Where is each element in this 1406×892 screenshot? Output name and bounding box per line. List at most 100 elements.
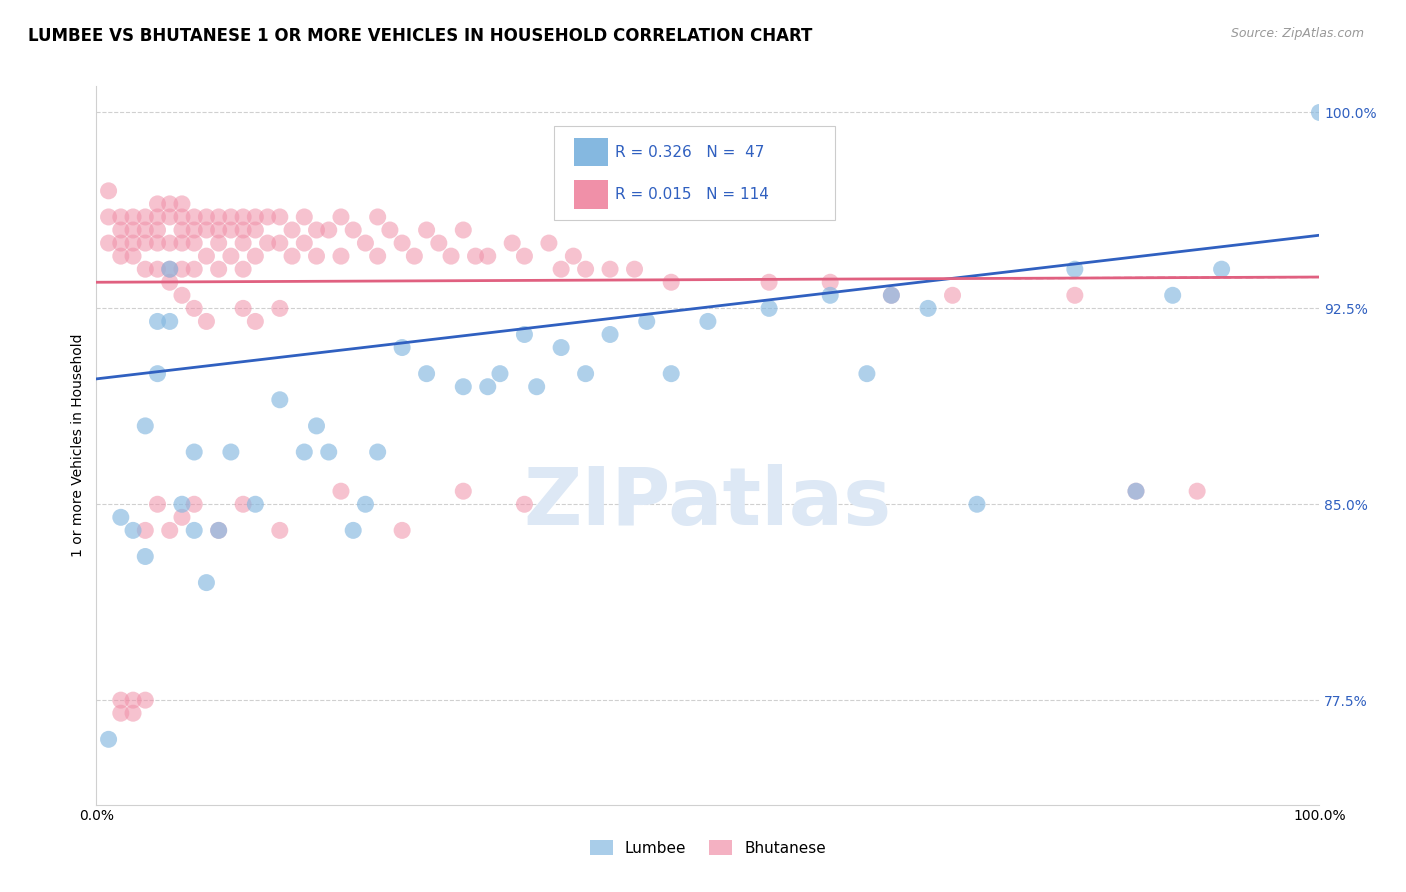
- Point: [110, 210, 132, 224]
- Point: [159, 262, 181, 277]
- Point: [134, 236, 156, 251]
- Point: [758, 275, 780, 289]
- Point: [110, 223, 132, 237]
- Point: [159, 275, 181, 289]
- Point: [245, 249, 267, 263]
- Point: [183, 262, 205, 277]
- Point: [146, 197, 169, 211]
- Point: [550, 262, 572, 277]
- Point: [122, 223, 145, 237]
- Point: [292, 236, 315, 251]
- Point: [159, 210, 181, 224]
- Point: [367, 249, 389, 263]
- Point: [97, 184, 120, 198]
- Legend: Lumbee, Bhutanese: Lumbee, Bhutanese: [583, 833, 832, 862]
- Point: [232, 497, 254, 511]
- Point: [256, 236, 278, 251]
- Point: [232, 210, 254, 224]
- Text: Source: ZipAtlas.com: Source: ZipAtlas.com: [1230, 27, 1364, 40]
- Point: [818, 288, 841, 302]
- Point: [696, 314, 718, 328]
- Point: [269, 236, 291, 251]
- Point: [330, 249, 353, 263]
- Point: [415, 367, 437, 381]
- Point: [391, 341, 413, 355]
- Point: [170, 510, 193, 524]
- Point: [880, 288, 903, 302]
- Point: [146, 497, 169, 511]
- Point: [245, 314, 267, 328]
- Point: [856, 367, 879, 381]
- Point: [183, 301, 205, 316]
- Point: [122, 249, 145, 263]
- Point: [195, 210, 218, 224]
- Point: [404, 249, 426, 263]
- Point: [367, 445, 389, 459]
- Point: [170, 288, 193, 302]
- Point: [1211, 262, 1233, 277]
- Point: [245, 223, 267, 237]
- Point: [269, 301, 291, 316]
- Point: [208, 210, 231, 224]
- Point: [110, 249, 132, 263]
- Point: [195, 575, 218, 590]
- Point: [415, 223, 437, 237]
- Point: [537, 236, 560, 251]
- Point: [208, 262, 231, 277]
- Point: [574, 367, 596, 381]
- Point: [659, 367, 682, 381]
- Point: [208, 223, 231, 237]
- Text: LUMBEE VS BHUTANESE 1 OR MORE VEHICLES IN HOUSEHOLD CORRELATION CHART: LUMBEE VS BHUTANESE 1 OR MORE VEHICLES I…: [28, 27, 813, 45]
- Point: [391, 524, 413, 538]
- Point: [599, 327, 621, 342]
- Point: [146, 210, 169, 224]
- Point: [342, 524, 364, 538]
- Point: [146, 314, 169, 328]
- Point: [245, 497, 267, 511]
- Point: [183, 524, 205, 538]
- Point: [305, 249, 328, 263]
- Text: ZIPatlas: ZIPatlas: [524, 464, 891, 542]
- Point: [917, 301, 939, 316]
- Point: [170, 236, 193, 251]
- Point: [818, 275, 841, 289]
- Point: [574, 262, 596, 277]
- Point: [941, 288, 963, 302]
- Point: [526, 380, 548, 394]
- Point: [219, 210, 242, 224]
- Point: [281, 249, 304, 263]
- Point: [232, 236, 254, 251]
- Point: [159, 524, 181, 538]
- Point: [477, 380, 499, 394]
- Point: [966, 497, 988, 511]
- Point: [245, 210, 267, 224]
- Point: [159, 236, 181, 251]
- Point: [122, 706, 145, 721]
- Point: [464, 249, 486, 263]
- Point: [97, 210, 120, 224]
- Point: [97, 732, 120, 747]
- Point: [122, 210, 145, 224]
- Point: [110, 236, 132, 251]
- Point: [159, 314, 181, 328]
- Point: [183, 236, 205, 251]
- Point: [122, 236, 145, 251]
- Point: [342, 223, 364, 237]
- Point: [330, 210, 353, 224]
- Point: [134, 418, 156, 433]
- Point: [513, 327, 536, 342]
- Point: [183, 223, 205, 237]
- Point: [636, 314, 658, 328]
- Point: [513, 249, 536, 263]
- Point: [159, 262, 181, 277]
- Point: [110, 693, 132, 707]
- Text: R = 0.326   N =  47: R = 0.326 N = 47: [614, 145, 763, 160]
- Point: [208, 236, 231, 251]
- Point: [170, 197, 193, 211]
- Point: [550, 341, 572, 355]
- Point: [292, 210, 315, 224]
- Point: [195, 314, 218, 328]
- Point: [232, 262, 254, 277]
- Point: [501, 236, 523, 251]
- Point: [97, 236, 120, 251]
